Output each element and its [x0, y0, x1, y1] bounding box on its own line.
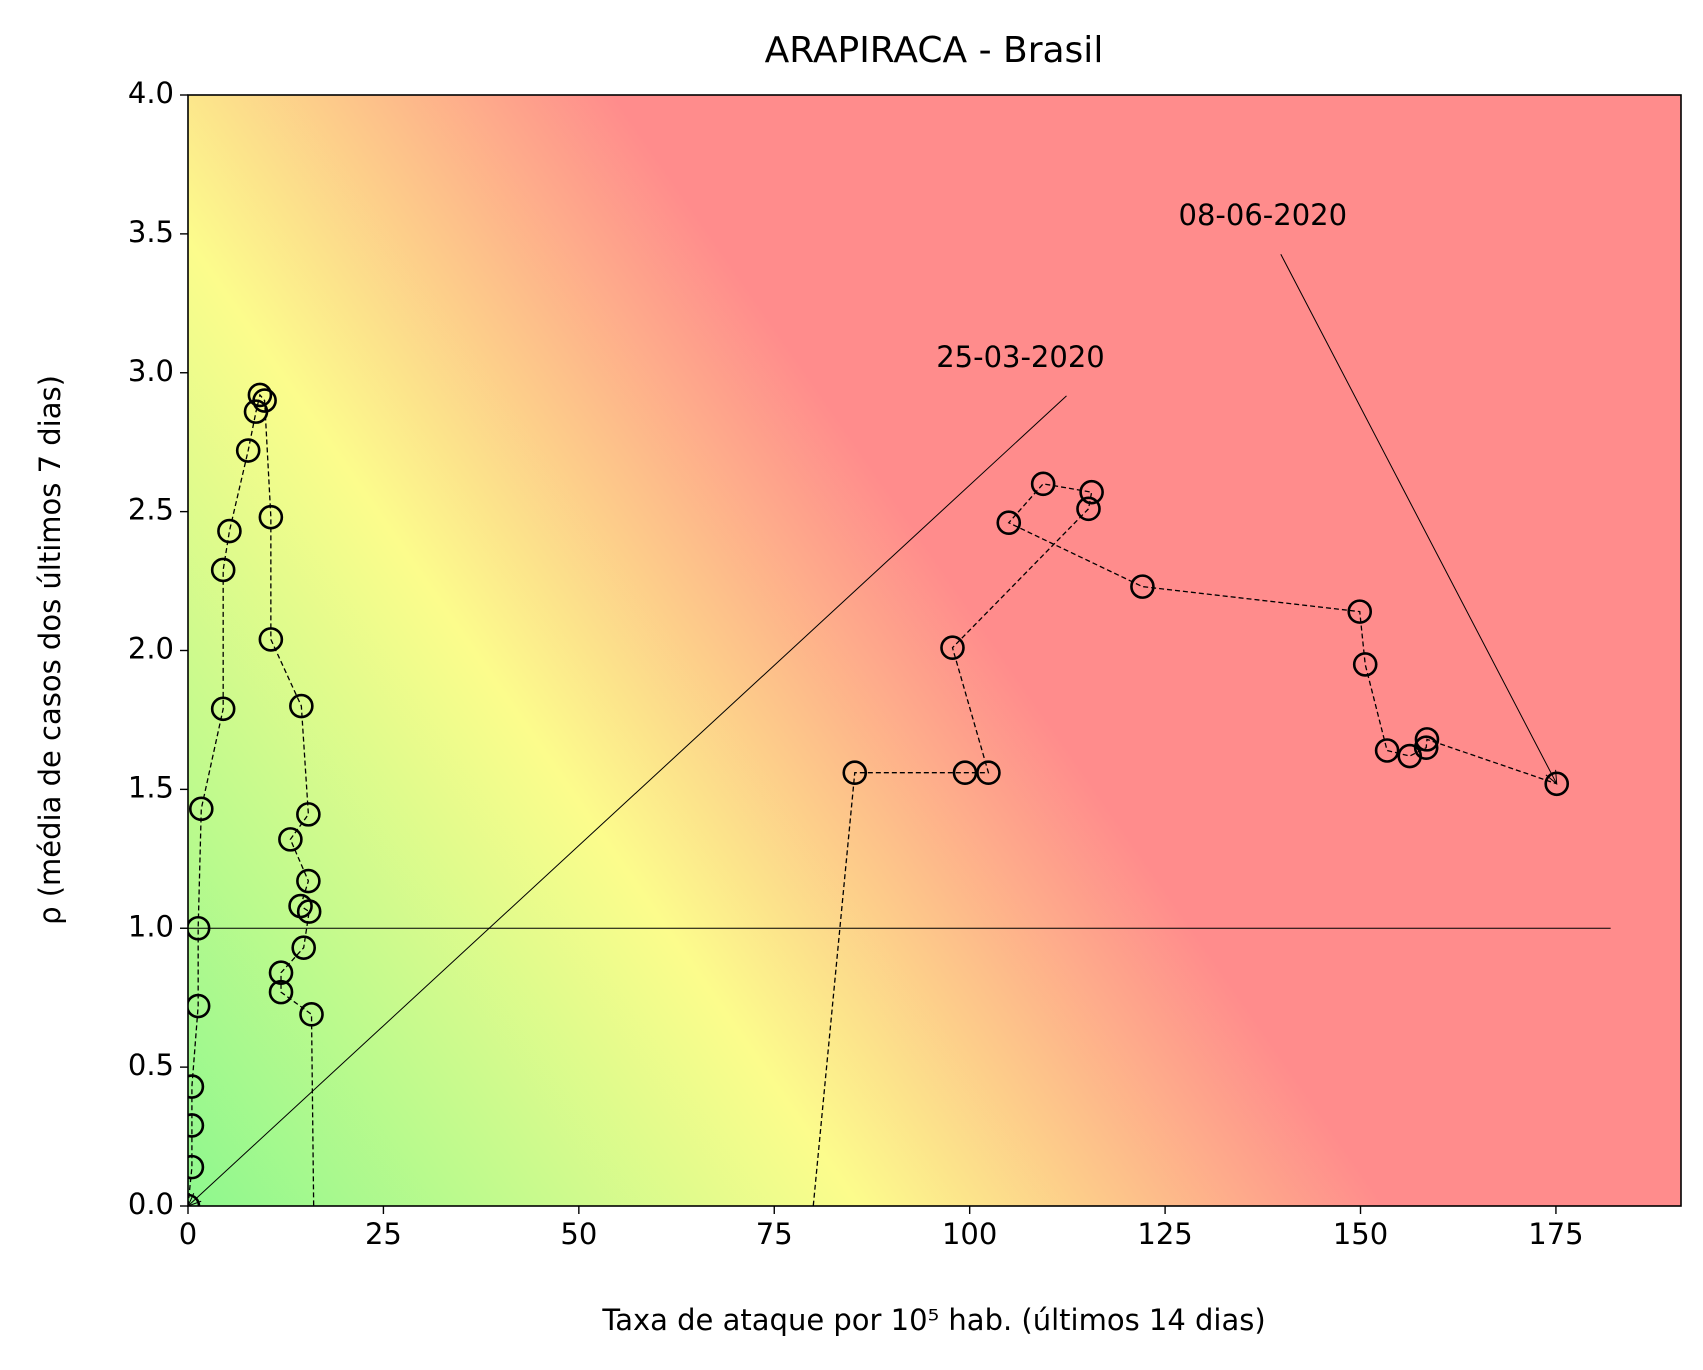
data-point — [289, 693, 314, 719]
data-point — [188, 993, 211, 1019]
data-point — [247, 382, 273, 408]
arrow-head — [1545, 769, 1558, 785]
x-tick-label: 150 — [1333, 1217, 1388, 1251]
trajectory-line — [188, 393, 1557, 1206]
data-point — [258, 504, 284, 530]
x-tick-label: 175 — [1528, 1217, 1583, 1251]
data-point — [296, 899, 322, 924]
data-point — [188, 1113, 205, 1138]
data-point — [210, 696, 236, 722]
data-point — [188, 915, 211, 941]
data-point — [268, 979, 294, 1005]
x-tick-label: 50 — [560, 1217, 597, 1251]
annotation-text: 25-03-2020 — [936, 340, 1105, 374]
data-point — [952, 760, 978, 786]
data-point — [842, 760, 868, 786]
y-axis-label: ρ (média de casos dos últimos 7 dias) — [33, 375, 67, 925]
data-point — [1413, 735, 1439, 761]
data-point — [217, 518, 242, 544]
data-point — [1352, 652, 1378, 677]
data-point — [1347, 599, 1373, 624]
data-point — [1544, 771, 1570, 797]
y-tick-label: 3.5 — [128, 215, 174, 249]
y-tick-label: 4.0 — [128, 76, 174, 110]
data-point — [940, 635, 965, 661]
y-tick-label: 2.0 — [128, 632, 174, 666]
y-tick-label: 0.5 — [128, 1048, 174, 1082]
annotation-arrow — [1280, 253, 1558, 785]
data-point — [1414, 727, 1440, 752]
x-tick-label: 25 — [365, 1217, 402, 1251]
data-point — [1130, 574, 1155, 599]
chart-title: ARAPIRACA - Brasil — [765, 30, 1104, 71]
y-tick-label: 2.5 — [128, 493, 174, 527]
x-tick-label: 125 — [1137, 1217, 1192, 1251]
x-tick-label: 0 — [179, 1217, 197, 1251]
data-point — [1374, 738, 1400, 763]
data-point — [258, 627, 284, 652]
data-point — [296, 868, 321, 894]
data-point — [210, 557, 236, 583]
y-tick-label: 3.0 — [128, 354, 174, 388]
y-tick-label: 1.0 — [128, 909, 174, 943]
data-point — [188, 1074, 205, 1099]
plot-background — [188, 95, 1681, 1206]
x-tick-label: 100 — [942, 1217, 997, 1251]
data-point — [278, 827, 303, 852]
x-tick-label: 75 — [756, 1217, 793, 1251]
data-point — [299, 1002, 324, 1027]
data-point — [188, 1154, 205, 1180]
data-point — [296, 802, 321, 827]
annotation-arrow — [187, 395, 1067, 1207]
x-axis-label: Taxa de ataque por 10⁵ hab. (últimos 14 … — [601, 1303, 1265, 1337]
data-point — [1079, 479, 1104, 505]
data-point — [996, 510, 1022, 536]
data-point — [976, 760, 1001, 786]
plot-area — [188, 382, 1611, 1206]
data-point — [291, 935, 316, 960]
data-point — [1076, 496, 1101, 522]
y-tick-label: 0.0 — [128, 1187, 174, 1221]
y-tick-label: 1.5 — [128, 770, 174, 804]
data-point — [188, 796, 214, 822]
data-point — [252, 388, 277, 413]
data-point — [268, 960, 294, 985]
data-point — [1030, 471, 1056, 497]
data-point — [235, 438, 261, 463]
annotation-text: 08-06-2020 — [1179, 198, 1348, 232]
